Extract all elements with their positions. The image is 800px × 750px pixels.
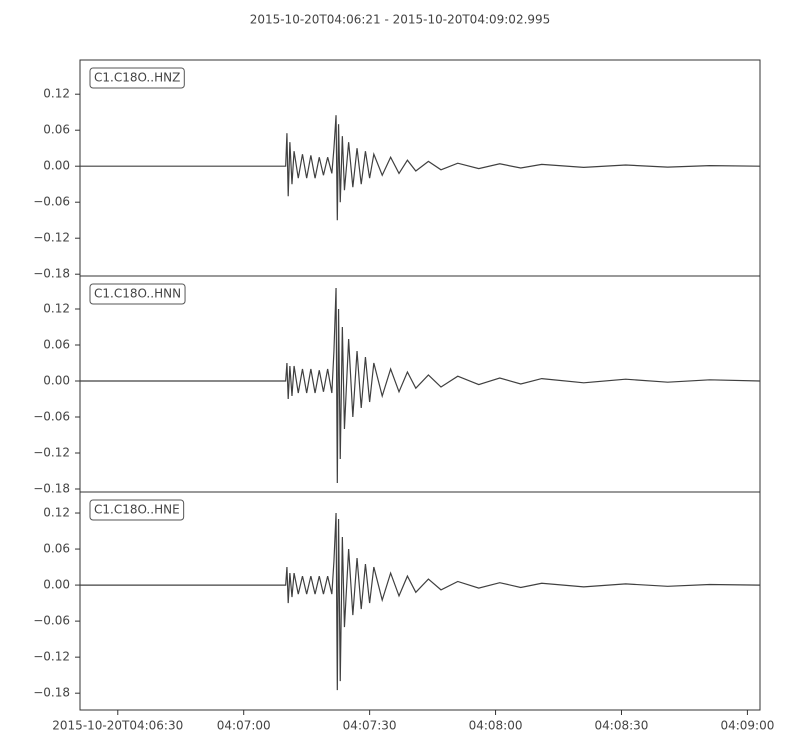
trace-label: C1.C18O..HNZ [94,71,180,85]
trace-label-box [89,67,185,89]
y-tick-label: −0.18 [33,686,70,700]
y-tick-label: 0.06 [43,123,70,137]
x-tick-label: 04:09:00 [720,719,774,733]
y-tick-label: −0.12 [33,231,70,245]
y-tick-label: 0.00 [43,159,70,173]
y-tick-label: 0.12 [43,506,70,520]
trace-label-box [89,283,186,305]
waveform [80,115,761,221]
x-tick-label: 04:08:30 [595,719,649,733]
y-tick-label: −0.06 [33,410,70,424]
trace-label: C1.C18O..HNE [94,503,180,517]
trace-label: C1.C18O..HNN [94,287,181,301]
x-tick-label: 2015-10-20T04:06:30 [52,719,183,733]
y-tick-label: 0.00 [43,374,70,388]
y-tick-label: −0.12 [33,650,70,664]
y-tick-label: 0.00 [43,578,70,592]
trace-label-box [89,499,185,521]
y-tick-label: −0.12 [33,446,70,460]
y-tick-label: −0.06 [33,195,70,209]
waveform [80,512,761,691]
chart-title: 2015-10-20T04:06:21 - 2015-10-20T04:09:0… [250,13,551,27]
y-tick-label: 0.12 [43,302,70,316]
x-tick-label: 04:08:00 [469,719,523,733]
y-tick-label: 0.12 [43,87,70,101]
y-tick-label: 0.06 [43,542,70,556]
x-tick-label: 04:07:00 [217,719,271,733]
y-tick-label: −0.18 [33,267,70,281]
panel-frame [79,491,761,711]
y-tick-label: −0.06 [33,614,70,628]
y-tick-label: −0.18 [33,482,70,496]
x-tick-label: 04:07:30 [343,719,397,733]
y-tick-label: 0.06 [43,338,70,352]
waveform [80,287,761,484]
